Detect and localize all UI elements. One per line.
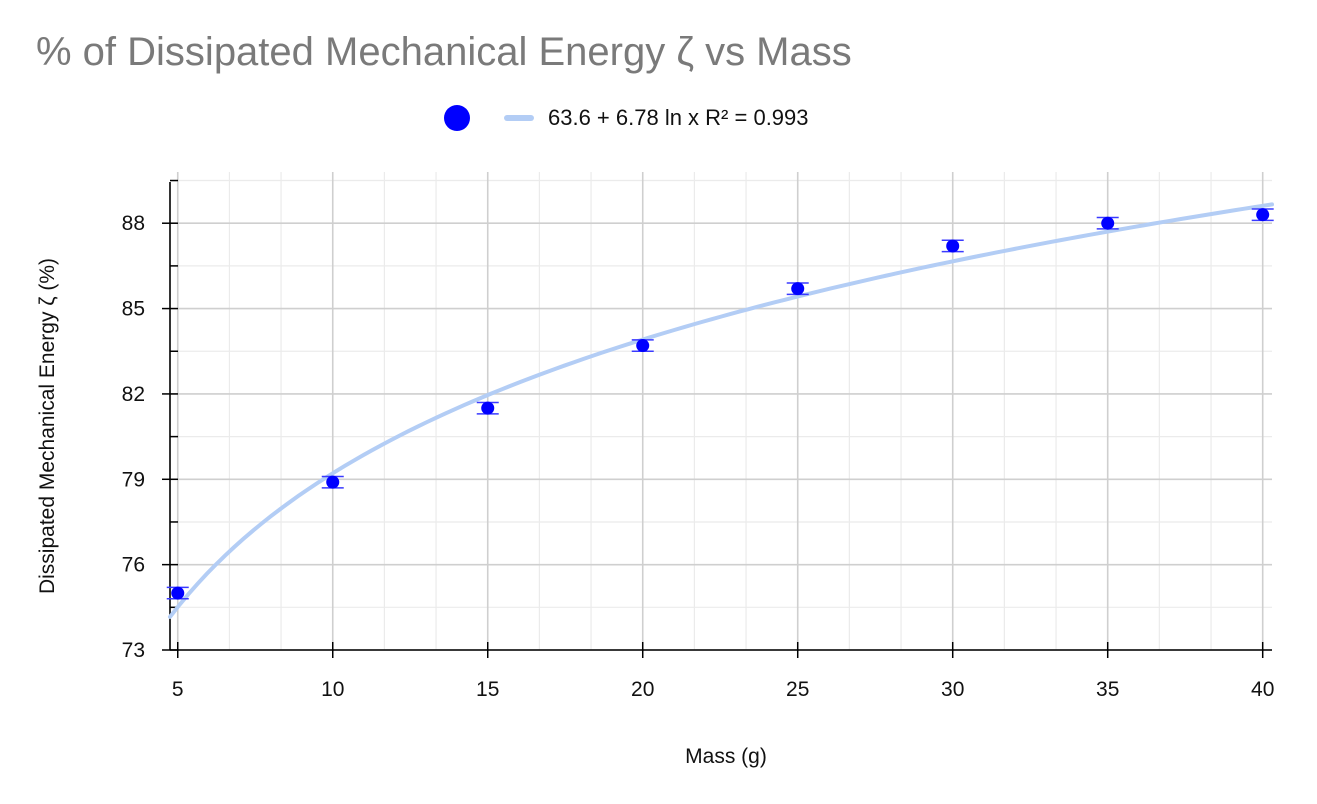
x-tick-label: 20 (631, 678, 654, 701)
axes (162, 179, 1272, 658)
major-gridlines (170, 172, 1272, 651)
axis-labels: 5 10 15 20 25 30 35 40 73 76 79 82 85 88 Mass (g) Dissi… (36, 212, 1274, 768)
chart-title: % of Dissipated Mechanical Energy ζ vs M… (36, 30, 852, 74)
y-tick-label: 82 (122, 383, 145, 406)
legend-marker-data-points (444, 105, 470, 131)
y-tick-label: 76 (122, 554, 145, 577)
y-tick-label: 79 (122, 468, 145, 491)
y-tick-label: 85 (122, 298, 145, 321)
fit-curve-layer (168, 202, 1274, 619)
minor-gridlines (170, 172, 1272, 651)
chart-legend: 63.6 + 6.78 ln x R² = 0.993 (444, 100, 809, 136)
data-points-layer (166, 208, 1274, 600)
y-tick-label: 73 (122, 639, 145, 662)
data-point (1101, 216, 1115, 230)
x-tick-label: 25 (786, 678, 809, 701)
data-point (171, 586, 185, 600)
x-tick-label: 15 (476, 678, 499, 701)
legend-label-fit: 63.6 + 6.78 ln x R² = 0.993 (548, 105, 809, 130)
x-axis-title: Mass (g) (685, 745, 767, 768)
y-axis-title: Dissipated Mechanical Energy ζ (%) (36, 258, 59, 594)
fit-curve (168, 202, 1274, 619)
y-tick-label: 88 (122, 212, 145, 235)
data-point (1256, 208, 1270, 222)
data-point (636, 339, 650, 353)
data-point (946, 239, 960, 253)
legend-marker-fit-line (504, 115, 534, 121)
x-tick-label: 5 (172, 678, 184, 701)
x-tick-label: 40 (1251, 678, 1274, 701)
x-tick-label: 30 (941, 678, 964, 701)
data-point (326, 475, 340, 489)
data-point (791, 282, 805, 296)
x-tick-label: 10 (321, 678, 344, 701)
data-point (481, 401, 495, 415)
x-tick-label: 35 (1096, 678, 1119, 701)
